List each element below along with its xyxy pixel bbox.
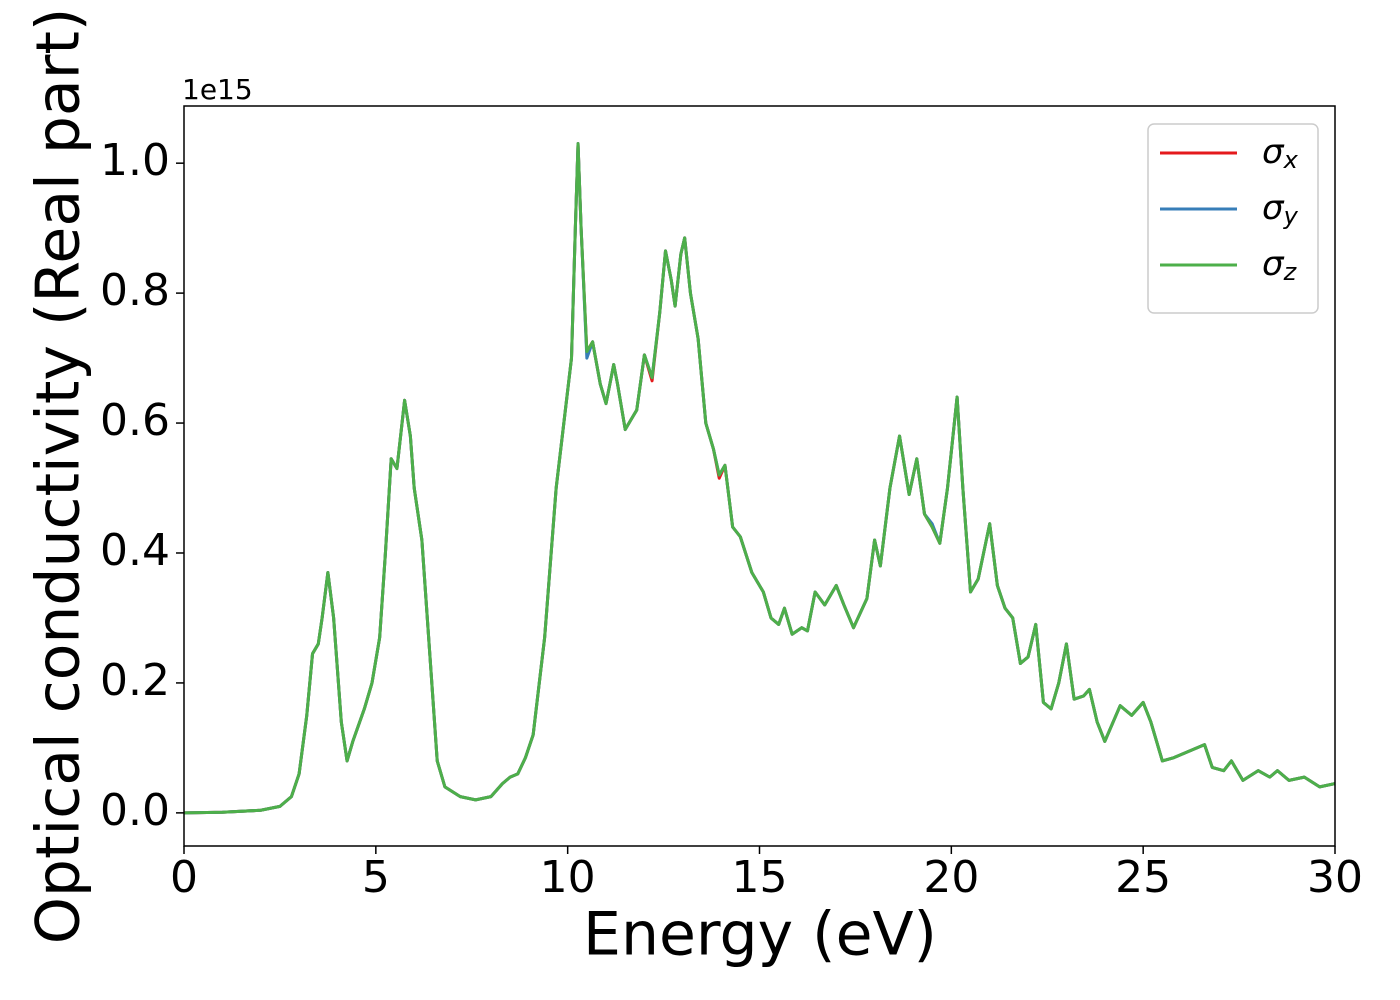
legend-label: σx (1262, 132, 1299, 175)
plot-frame (183, 105, 1336, 847)
x-tick-label: 15 (732, 852, 788, 903)
series-line (184, 142, 1335, 815)
x-axis-label: Energy (eV) (583, 900, 937, 970)
y-tick-label: 0.0 (100, 785, 170, 836)
y-axis-label: Optical conductivity (Real part) (24, 8, 94, 945)
x-tick-label: 0 (170, 852, 198, 903)
x-tick-label: 30 (1307, 852, 1363, 903)
y-tick-label: 0.6 (100, 395, 170, 446)
y-offset-label: 1e15 (182, 73, 253, 106)
x-tick-label: 5 (362, 852, 390, 903)
y-tick-label: 0.2 (100, 655, 170, 706)
x-tick-label: 25 (1115, 852, 1171, 903)
y-tick-label: 0.8 (100, 265, 170, 316)
x-tick-label: 10 (540, 852, 596, 903)
legend-label: σz (1262, 244, 1298, 287)
legend-label: σy (1262, 188, 1299, 231)
y-tick-label: 0.4 (100, 525, 170, 576)
x-tick-label: 20 (923, 852, 979, 903)
y-tick-label: 1.0 (100, 135, 170, 186)
